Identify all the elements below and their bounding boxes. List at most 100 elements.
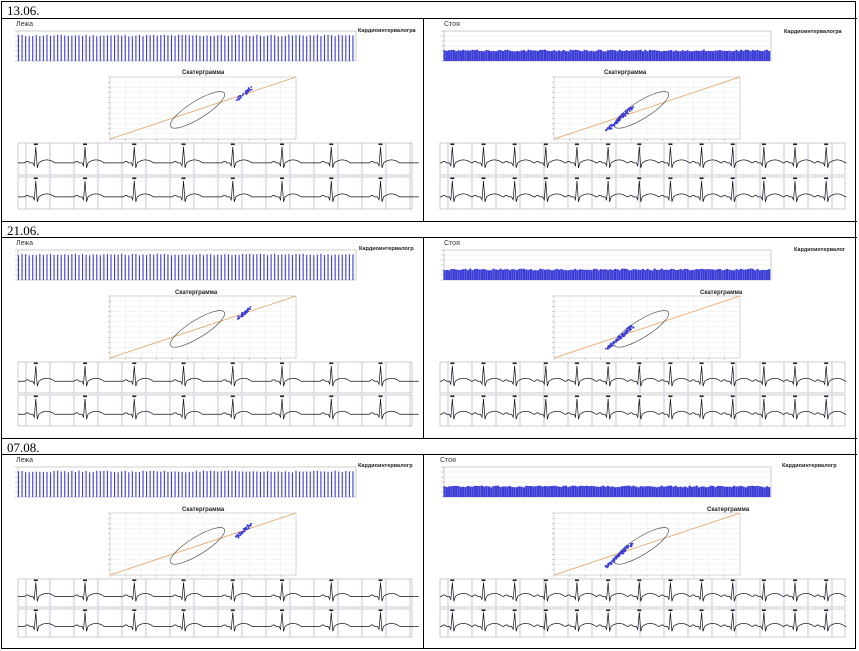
ecg-trace <box>18 612 419 632</box>
beat-marker <box>606 143 611 146</box>
rhythmogram-title: Кардиоинтервалогр <box>358 463 413 469</box>
beat-marker <box>83 395 88 398</box>
ecg-trace <box>440 582 847 602</box>
scatter-point <box>248 87 251 90</box>
ecg-strip <box>17 394 419 427</box>
scatter-point <box>606 565 609 567</box>
beat-marker <box>378 609 383 612</box>
scatter-point <box>610 563 612 566</box>
rhythmogram <box>15 30 357 62</box>
ecg-graphic <box>15 30 419 210</box>
beat-marker <box>668 579 673 582</box>
beat-marker <box>33 609 38 612</box>
scatter-point <box>629 329 631 332</box>
beat-marker <box>230 395 235 398</box>
beat-marker <box>329 362 334 365</box>
beat-marker <box>83 143 88 146</box>
identity-line <box>109 295 297 359</box>
scatter-point <box>614 555 617 558</box>
scatter-point <box>239 533 242 536</box>
beat-marker <box>699 395 704 398</box>
beat-marker <box>450 362 455 365</box>
beat-marker <box>33 143 38 146</box>
ecg-trace <box>440 365 847 387</box>
rhythmogram <box>441 249 772 281</box>
beat-marker <box>543 362 548 365</box>
beat-marker <box>793 362 798 365</box>
beat-marker <box>230 579 235 582</box>
scatter-point <box>249 524 252 527</box>
ecg-strip <box>17 176 419 210</box>
scatter-point <box>239 94 242 97</box>
beat-marker <box>230 609 235 612</box>
ecg-graphic <box>439 30 847 210</box>
ecg-frame <box>439 176 846 210</box>
scatter-ellipse <box>613 310 669 348</box>
supine-panel: Лежа Кардиоинтервалогра Скатерграмма <box>2 19 424 221</box>
scatter-point <box>240 314 243 317</box>
scatter-point <box>607 348 609 350</box>
beat-marker <box>378 177 383 180</box>
beat-marker <box>132 395 137 398</box>
scatter-point <box>625 112 628 114</box>
scatter-point <box>238 532 241 535</box>
beat-marker <box>668 177 673 180</box>
scatter-point <box>617 339 620 341</box>
ecg-trace <box>440 180 847 202</box>
beat-marker <box>230 143 235 146</box>
scatter-point <box>628 110 631 112</box>
beat-marker <box>181 579 186 582</box>
section-row-2: Лежа Кардиоинтервалогр Скатерграмма Стоя… <box>2 238 857 438</box>
scatter-point <box>619 552 622 555</box>
beat-marker <box>280 177 285 180</box>
ecg-trace <box>18 365 419 387</box>
ecg-graphic <box>15 249 419 427</box>
beat-marker <box>181 395 186 398</box>
scatter-point <box>620 337 623 340</box>
scatter-title: Скатерграмма <box>707 507 750 513</box>
ecg-trace <box>18 582 419 602</box>
scatter-point <box>621 333 624 335</box>
standing-panel: Стоя Кардиоинтервалогра Скатерграмма <box>424 19 857 221</box>
scatter-point <box>626 110 629 113</box>
rhythmogram-title: Кардиоинтервалогра <box>358 28 416 34</box>
date-label: 13.06. <box>7 3 40 18</box>
beat-marker <box>730 177 735 180</box>
scatter-point <box>606 128 609 131</box>
scatter-point <box>630 109 633 111</box>
beat-marker <box>132 143 137 146</box>
beat-marker <box>280 362 285 365</box>
beat-marker <box>543 609 548 612</box>
beat-marker <box>481 362 486 365</box>
scatter-point <box>627 545 630 547</box>
scatter-point <box>621 114 624 117</box>
ecg-frame <box>17 394 413 427</box>
scatter-point <box>245 90 248 93</box>
scatter-point <box>609 561 612 564</box>
beat-marker <box>730 609 735 612</box>
position-label: Стоя <box>444 240 460 247</box>
beat-marker <box>824 609 829 612</box>
beat-marker <box>730 362 735 365</box>
beat-marker <box>543 579 548 582</box>
ecg-strip <box>439 176 847 210</box>
beat-marker <box>181 143 186 146</box>
ecg-frame <box>439 361 846 394</box>
scatter-point <box>606 566 608 569</box>
ecg-strip <box>439 608 847 638</box>
scatter-point <box>632 105 635 108</box>
beat-marker <box>793 395 798 398</box>
scatter-point <box>605 129 607 132</box>
scatter-point <box>247 90 250 93</box>
ecg-strip <box>439 394 847 427</box>
beat-marker <box>181 177 186 180</box>
beat-marker <box>450 579 455 582</box>
beat-marker <box>824 362 829 365</box>
date-row-3: 07.08. <box>2 438 857 455</box>
scatter-point <box>627 107 630 110</box>
beat-marker <box>637 143 642 146</box>
scatter-point <box>604 347 607 350</box>
scatter-point <box>610 127 613 130</box>
scatter-point <box>607 127 610 129</box>
